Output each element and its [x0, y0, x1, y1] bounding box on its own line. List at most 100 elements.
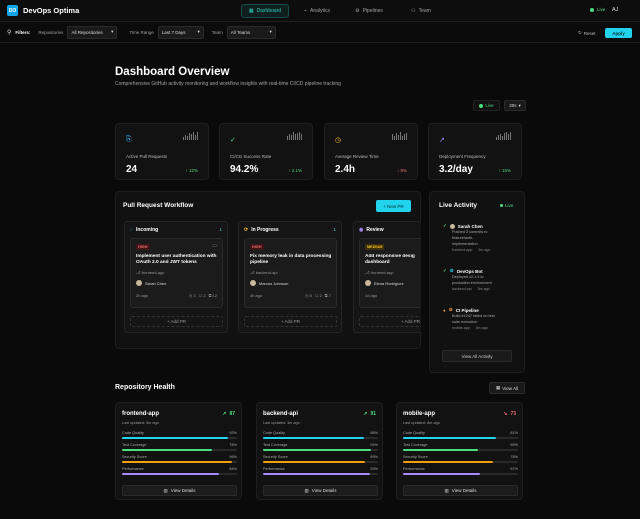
kpi-value: 3.2/day: [439, 164, 473, 175]
chevron-down-icon: ▾: [197, 29, 200, 34]
activity-header: ● ⚙ CI Pipeline: [443, 307, 495, 313]
metric-label: Test Coverage: [403, 443, 428, 447]
activity-meta: frontend-app 2m ago: [443, 248, 490, 252]
pr-card[interactable]: HIGH Fix memory leak in data processing …: [244, 238, 337, 308]
metric-label: Security Score: [263, 455, 288, 459]
new-pr-button[interactable]: + New PR: [376, 200, 411, 212]
repository-health-title: Repository Health: [115, 384, 175, 391]
repo-name: frontend-app: [122, 411, 159, 417]
grid-icon: ▦: [496, 385, 501, 390]
column-count: 1: [333, 227, 336, 232]
repo-health-card[interactable]: frontend-app ↗ 87 Last updated: 5m ago Code…: [115, 402, 242, 500]
kpi-value: 24: [126, 164, 138, 175]
team-select[interactable]: All Teams ▾: [226, 25, 276, 39]
reset-icon: ↻: [578, 30, 582, 35]
activity-age: 8m ago: [475, 326, 488, 330]
repositories-select[interactable]: All Repositories ▾: [67, 25, 118, 39]
repo-score: ↗ 91: [363, 411, 376, 417]
activity-item[interactable]: ✓ ⚙ DevOps Bot Deployed v2.1.4 to producti…: [443, 268, 492, 291]
pr-repo-name: frontend-app: [370, 270, 394, 275]
files-count: 12: [212, 293, 217, 298]
metric-bar: [403, 449, 518, 451]
repo-updated: Last updated: 8m ago: [403, 421, 440, 425]
repo-metric: Test Coverage 78%: [122, 443, 237, 451]
activity-item[interactable]: ✓ Sarah Chen Pushed 3 commits to feature/…: [443, 223, 490, 252]
view-details-label: View Details: [451, 488, 477, 493]
nav-analytics[interactable]: ⌁ Analytics: [293, 4, 341, 18]
repositories-value: All Repositories: [71, 29, 103, 35]
live-dot-icon: [590, 7, 594, 12]
column-header: ⟳ In Progress: [244, 227, 279, 233]
live-dot-icon: [479, 103, 484, 108]
view-details-label: View Details: [311, 488, 337, 493]
activity-item[interactable]: ● ⚙ CI Pipeline Build #1247 failed on test…: [443, 307, 495, 330]
activity-repo: backend-api: [452, 287, 472, 291]
bot-icon: ⚙: [449, 268, 454, 273]
live-label: Live: [597, 7, 606, 12]
metric-bar: [122, 473, 237, 475]
pr-repo: ⎇ frontend-app: [136, 270, 164, 275]
repo-health-card[interactable]: mobile-app ↘ 73 Last updated: 8m ago Code Q…: [396, 402, 523, 500]
add-pr-button[interactable]: + Add PR: [244, 316, 337, 327]
repo-score-value: 91: [370, 411, 376, 417]
nav-team[interactable]: ⚇ Team: [397, 4, 445, 18]
pr-title: Implement user authentication with OAuth…: [136, 254, 217, 265]
add-pr-button[interactable]: + Add PR: [130, 316, 223, 327]
metric-bar: [122, 449, 237, 451]
kpi-card-active-prs[interactable]: ⎘ Active Pull Requests 24 ↑ 12%: [115, 123, 209, 180]
kpi-card-success-rate[interactable]: ✓ CI/CD Success Rate 94.2% ↑ 2.1%: [219, 123, 313, 180]
add-pr-button[interactable]: + Add PR: [359, 316, 421, 327]
column-incoming: ◌ Incoming 1 HIGH ▭ Implement user authen…: [124, 221, 228, 333]
eye-icon: ◉: [359, 227, 364, 233]
app-logo[interactable]: DO: [7, 5, 18, 16]
repo-metric: Security Score 96%: [122, 455, 237, 463]
repo-icon: ⎇: [365, 270, 371, 275]
pull-request-icon: ⎘: [126, 136, 132, 143]
apply-button[interactable]: Apply: [605, 28, 632, 38]
repo-score: ↗ 87: [222, 411, 235, 417]
metric-value: 65%: [510, 443, 518, 447]
metric-bar-fill: [263, 437, 365, 439]
view-details-button[interactable]: ▥ View Details: [263, 485, 378, 496]
metric-value: 78%: [229, 443, 237, 447]
metric-value: 88%: [370, 431, 378, 435]
nav-dashboard[interactable]: ▦ Dashboard: [241, 4, 289, 18]
kpi-card-deploy-frequency[interactable]: ↗ Deployment Frequency 3.2/day ↑ 15%: [428, 123, 522, 180]
nav-pipelines[interactable]: ⚙ Pipelines: [345, 4, 393, 18]
metric-label: Code Quality: [263, 431, 285, 435]
metric-bar-fill: [403, 449, 478, 451]
user-avatar[interactable]: AJ: [612, 7, 619, 13]
live-toggle[interactable]: Live: [473, 100, 500, 111]
kpi-card-review-time[interactable]: ◷ Average Review Time 2.4h ↓ 8%: [324, 123, 418, 180]
metric-bar: [263, 437, 378, 439]
repo-score: ↘ 73: [503, 411, 516, 417]
pr-age: 1d ago: [365, 293, 378, 298]
metric-value: 93%: [370, 467, 378, 471]
view-details-button[interactable]: ▥ View Details: [122, 485, 237, 496]
view-all-activity-button[interactable]: View All Activity: [442, 350, 512, 362]
checks-stat: ☐ 2: [314, 293, 322, 298]
repo-health-card[interactable]: backend-api ↗ 91 Last updated: 3m ago Code …: [256, 402, 383, 500]
repo-icon: ⎇: [250, 270, 256, 275]
metric-label: Test Coverage: [122, 443, 147, 447]
filter-icon: ⚲: [7, 29, 12, 36]
reset-button[interactable]: ↻ Reset: [578, 28, 596, 38]
live-toggle-label: Live: [485, 103, 494, 108]
pr-author-name: Elena Rodriguez: [374, 280, 404, 286]
app-title: DevOps Optima: [23, 6, 80, 15]
pr-card[interactable]: MEDIUM Add responsive desig dashboard ⎇ …: [359, 238, 421, 308]
inbox-icon: ◌: [130, 227, 133, 233]
view-all-repos-label: View All: [502, 385, 518, 391]
chart-icon: ▥: [444, 487, 449, 493]
time-range-select[interactable]: Last 7 Days ▾: [157, 25, 204, 39]
activity-desc-3: implementation: [452, 242, 478, 246]
pr-stats: ◷ 3 ☐ 2 ⧉ 12: [189, 293, 217, 298]
refresh-interval-select[interactable]: 30s ▾: [504, 100, 526, 111]
dashboard-icon: ▦: [248, 8, 254, 14]
view-details-button[interactable]: ▥ View Details: [403, 485, 518, 496]
activity-repo: mobile-app: [452, 326, 470, 330]
view-all-repos-button[interactable]: ▦ View All: [489, 382, 525, 394]
metric-label: Security Score: [403, 455, 428, 459]
chart-icon: ▥: [163, 487, 168, 493]
pr-card[interactable]: HIGH ▭ Implement user authentication wit…: [130, 238, 223, 308]
